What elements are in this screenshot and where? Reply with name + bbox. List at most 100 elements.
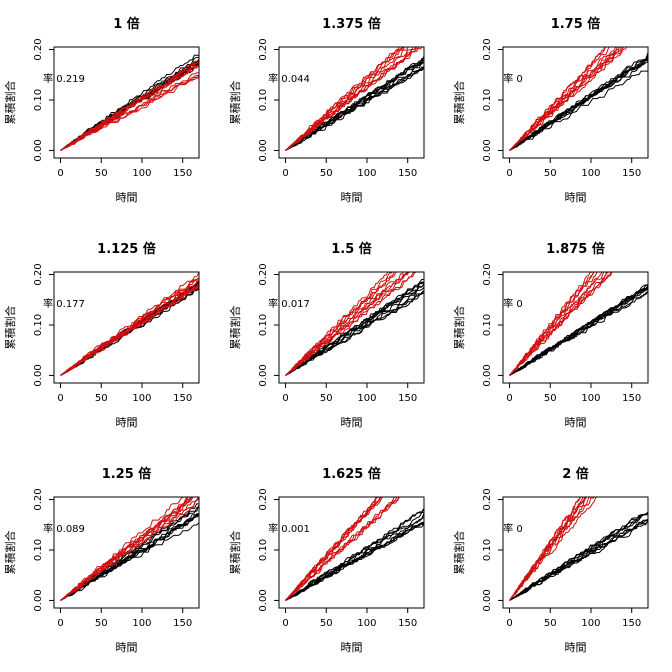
y-tick-label: 0.00 [258,589,269,611]
series-line-treatment [60,497,192,601]
series-line-treatment [509,497,582,601]
x-tick-label: 0 [57,393,63,404]
x-tick-label: 50 [320,168,333,179]
chart-panel-3: 1.75 倍 0 50 100 150 0.00 0.10 0.20 時間 累積割合 率 0 [452,16,649,204]
y-tick-label: 0.10 [482,89,493,111]
series-line-treatment [285,47,406,151]
rate-annotation: 率 0.017 [268,297,310,310]
series-line-treatment [285,47,420,151]
y-tick-label: 0.00 [482,139,493,161]
x-tick-label: 50 [320,393,333,404]
y-tick-label: 0.10 [33,314,44,336]
y-tick-label: 0.20 [482,38,493,60]
x-tick-label: 50 [95,168,108,179]
series-line-treatment [285,497,381,601]
x-tick-label: 0 [506,393,512,404]
series-line-treatment [509,47,620,151]
series-line-treatment [285,272,410,376]
y-tick-label: 0.20 [33,488,44,510]
series-line-control [509,55,648,151]
x-tick-label: 50 [95,393,108,404]
series-line-treatment [509,272,603,376]
chart-panel-2: 1.375 倍 0 50 100 150 0.00 0.10 0.20 時間 累積割合 率 0.04… [228,16,425,204]
x-axis-label: 時間 [116,416,138,429]
y-tick-label: 0.20 [258,488,269,510]
x-tick-label: 150 [173,168,192,179]
chart-panel-4: 1.125 倍 0 50 100 150 0.00 0.10 0.20 時間 累積割合 率 0.17… [3,241,200,429]
x-tick-label: 100 [357,618,376,629]
y-axis-label: 累積割合 [228,306,242,350]
series-line-treatment [285,47,400,151]
y-tick-label: 0.10 [258,89,269,111]
y-tick-label: 0.00 [258,139,269,161]
y-tick-label: 0.10 [258,539,269,561]
panel-title: 1.875 倍 [546,241,605,257]
x-axis-label: 時間 [116,641,138,654]
series-line-control [285,281,424,376]
series-line-control [60,514,199,601]
x-tick-label: 0 [57,618,63,629]
series-line-control [509,60,648,151]
panel-title: 1.125 倍 [97,241,156,257]
x-tick-label: 150 [173,618,192,629]
x-tick-label: 100 [581,618,600,629]
panel-title: 1.5 倍 [331,241,372,257]
chart-panel-7: 1.25 倍 0 50 100 150 0.00 0.10 0.20 時間 累積割合 率 0.089 [3,466,200,654]
series-line-control [285,65,424,151]
x-tick-label: 0 [282,168,288,179]
series-line-control [509,70,648,151]
panel-title: 1.625 倍 [322,466,381,482]
y-tick-label: 0.20 [482,263,493,285]
x-tick-label: 100 [357,168,376,179]
x-tick-label: 100 [132,168,151,179]
x-tick-label: 100 [132,618,151,629]
y-axis-label: 累積割合 [3,306,17,350]
y-tick-label: 0.10 [482,314,493,336]
x-tick-label: 150 [622,393,641,404]
series-line-control [285,508,424,601]
series-line-treatment [285,272,393,376]
chart-panel-6: 1.875 倍 0 50 100 150 0.00 0.10 0.20 時間 累積割合 率 0 [452,241,649,429]
x-tick-label: 100 [581,393,600,404]
series-line-treatment [285,47,409,151]
panel-title: 1.75 倍 [551,16,601,32]
chart-panel-8: 1.625 倍 0 50 100 150 0.00 0.10 0.20 時間 累積割合 率 0.00… [228,466,425,654]
y-axis-label: 累積割合 [228,81,242,125]
x-axis-label: 時間 [341,416,363,429]
rate-annotation: 率 0 [503,72,523,85]
x-axis-label: 時間 [565,641,587,654]
y-tick-label: 0.10 [482,539,493,561]
y-tick-label: 0.10 [33,539,44,561]
y-tick-label: 0.20 [258,38,269,60]
series-line-treatment [285,47,405,151]
x-tick-label: 100 [357,393,376,404]
x-tick-label: 0 [57,168,63,179]
y-axis-label: 累積割合 [452,306,466,350]
series-line-treatment [509,272,593,376]
series-line-control [285,521,424,601]
chart-panel-5: 1.5 倍 0 50 100 150 0.00 0.10 0.20 時間 累積割合 率 0.017 [228,241,425,429]
x-tick-label: 150 [173,393,192,404]
y-tick-label: 0.00 [33,364,44,386]
y-tick-label: 0.20 [33,38,44,60]
series-line-treatment [60,65,199,151]
x-tick-label: 150 [398,618,417,629]
series-line-treatment [509,497,588,601]
y-axis-label: 累積割合 [452,81,466,125]
x-tick-label: 150 [398,393,417,404]
x-tick-label: 0 [506,618,512,629]
plot-frame [278,496,425,609]
panel-title: 1.25 倍 [102,466,152,482]
y-axis-label: 累積割合 [228,531,242,575]
y-axis-label: 累積割合 [3,81,17,125]
series-line-control [509,511,648,601]
y-axis-label: 累積割合 [452,531,466,575]
rate-annotation: 率 0.177 [43,297,85,310]
series-line-control [509,287,648,376]
series-line-treatment [509,497,595,601]
series-line-treatment [285,497,396,601]
series-line-treatment [60,272,199,376]
x-tick-label: 150 [622,168,641,179]
y-tick-label: 0.00 [258,364,269,386]
